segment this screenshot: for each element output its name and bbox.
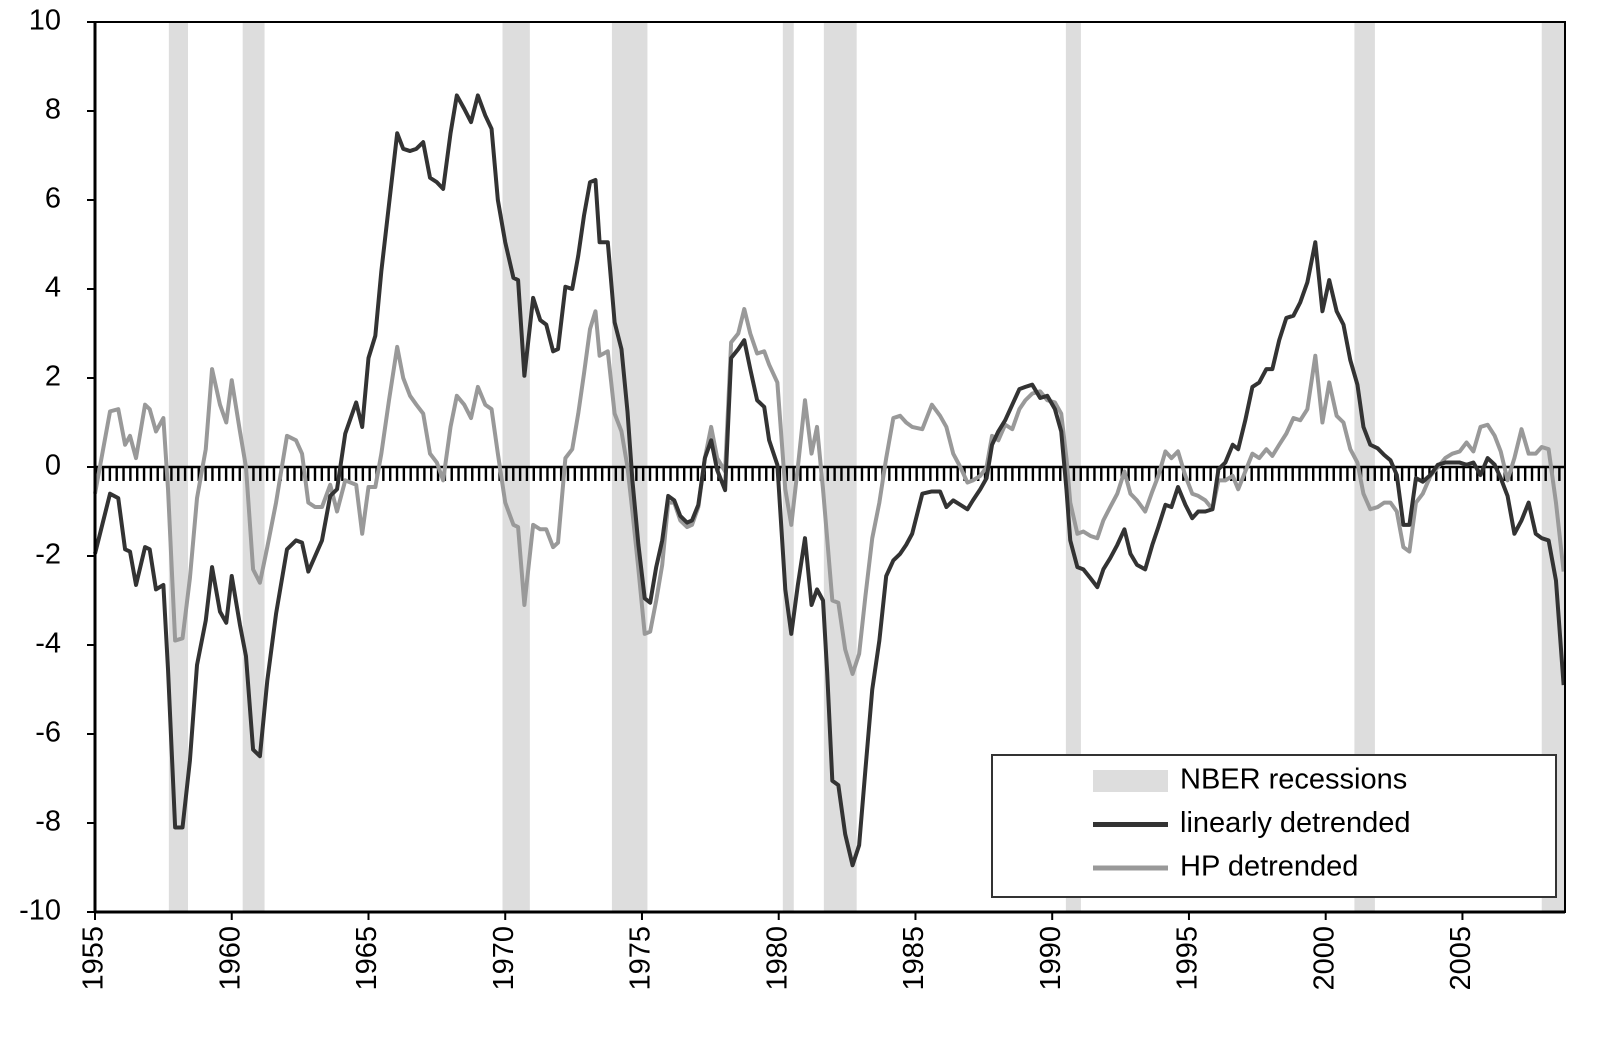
legend-label: HP detrended bbox=[1180, 851, 1358, 883]
legend-label: NBER recessions bbox=[1180, 764, 1407, 796]
y-tick-label: -10 bbox=[19, 895, 61, 927]
y-tick-label: 6 bbox=[45, 183, 61, 215]
x-tick-label: 1965 bbox=[351, 926, 383, 991]
y-tick-label: 4 bbox=[45, 272, 61, 304]
legend-box bbox=[991, 754, 1557, 898]
x-tick-label: 1985 bbox=[898, 926, 930, 991]
x-tick-label: 1970 bbox=[488, 926, 520, 991]
y-tick-label: -6 bbox=[35, 717, 61, 749]
x-tick-label: 1980 bbox=[761, 926, 793, 991]
x-tick-label: 1990 bbox=[1035, 926, 1067, 991]
legend-label: linearly detrended bbox=[1180, 807, 1411, 839]
y-tick-label: 10 bbox=[29, 5, 61, 37]
x-tick-label: 1960 bbox=[214, 926, 246, 991]
x-tick-label: 1955 bbox=[78, 926, 110, 991]
y-tick-label: -8 bbox=[35, 806, 61, 838]
legend-swatch bbox=[1093, 770, 1168, 792]
lines bbox=[93, 93, 1566, 868]
x-tick-label: 2000 bbox=[1308, 926, 1340, 991]
legend: NBER recessions linearly detrended HP detr… bbox=[991, 754, 1557, 898]
y-tick-label: -2 bbox=[35, 539, 61, 571]
series-line bbox=[93, 93, 1566, 868]
x-tick-label: 1995 bbox=[1172, 926, 1204, 991]
x-tick-label: 2005 bbox=[1445, 926, 1477, 991]
y-tick-label: -4 bbox=[35, 628, 61, 660]
y-tick-label: 0 bbox=[45, 450, 61, 482]
y-tick-label: 2 bbox=[45, 361, 61, 393]
x-tick-label: 1975 bbox=[625, 926, 657, 991]
series-line bbox=[93, 307, 1566, 676]
y-tick-label: 8 bbox=[45, 94, 61, 126]
